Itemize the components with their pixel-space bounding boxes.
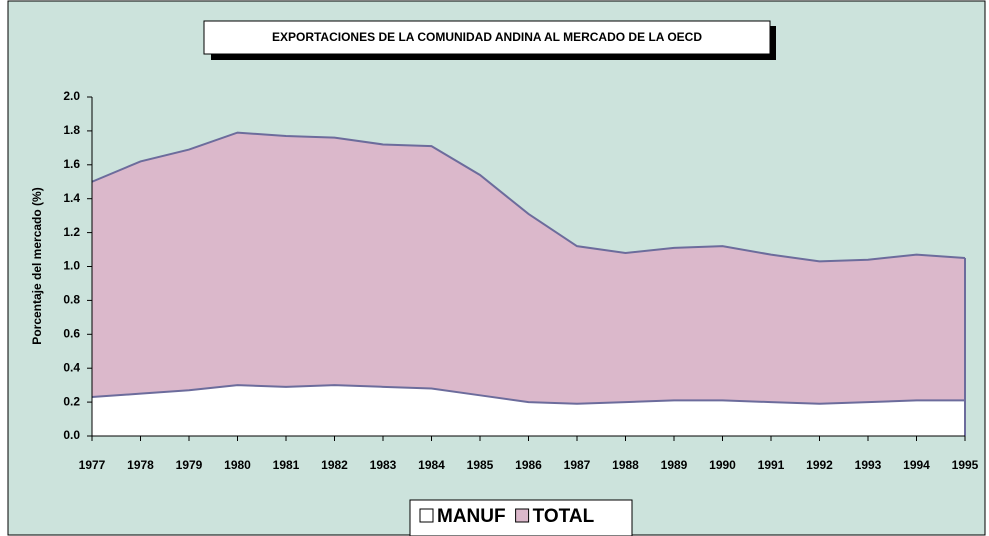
x-tick-label: 1984 [418, 458, 445, 472]
area-line [91, 384, 965, 405]
x-tick-label: 1982 [321, 458, 348, 472]
x-tick-label: 1990 [709, 458, 736, 472]
x-tick-label: 1986 [515, 458, 542, 472]
x-tick-label: 1983 [370, 458, 397, 472]
y-tick-label: 0.4 [63, 360, 80, 374]
x-tick-label: 1995 [952, 458, 979, 472]
legend-swatch [515, 508, 530, 523]
legend-swatch [419, 508, 434, 523]
chart-title: EXPORTACIONES DE LA COMUNIDAD ANDINA AL … [272, 30, 702, 44]
x-tick-label: 1994 [903, 458, 930, 472]
area [92, 132, 965, 436]
y-tick-label: 1.4 [63, 191, 80, 205]
y-tick-label: 1.8 [63, 123, 80, 137]
x-tick-label: 1978 [127, 458, 154, 472]
title-box [203, 20, 771, 55]
legend-label: TOTAL [533, 506, 595, 527]
x-tick-label: 1988 [612, 458, 639, 472]
x-tick-label: 1987 [564, 458, 591, 472]
x-tick-label: 1981 [273, 458, 300, 472]
x-tick-label: 1985 [467, 458, 494, 472]
area [92, 385, 965, 436]
x-tick-label: 1991 [758, 458, 785, 472]
legend: MANUF TOTAL [409, 499, 633, 536]
x-tick-label: 1992 [806, 458, 833, 472]
y-tick-label: 0.0 [63, 428, 80, 442]
y-axis-label: Porcentaje del mercado (%) [30, 187, 44, 344]
y-tick-label: 0.2 [63, 394, 80, 408]
x-tick-label: 1980 [224, 458, 251, 472]
y-tick-label: 2.0 [63, 89, 80, 103]
legend-label: MANUF [437, 506, 506, 527]
x-tick-label: 1993 [855, 458, 882, 472]
y-tick-label: 1.0 [63, 259, 80, 273]
y-tick-label: 1.2 [63, 225, 80, 239]
x-tick-label: 1979 [176, 458, 203, 472]
area-line [91, 131, 966, 263]
y-tick-label: 0.8 [63, 293, 80, 307]
y-tick-label: 0.6 [63, 326, 80, 340]
x-tick-label: 1977 [79, 458, 106, 472]
x-tick-label: 1989 [661, 458, 688, 472]
y-tick-label: 1.6 [63, 157, 80, 171]
